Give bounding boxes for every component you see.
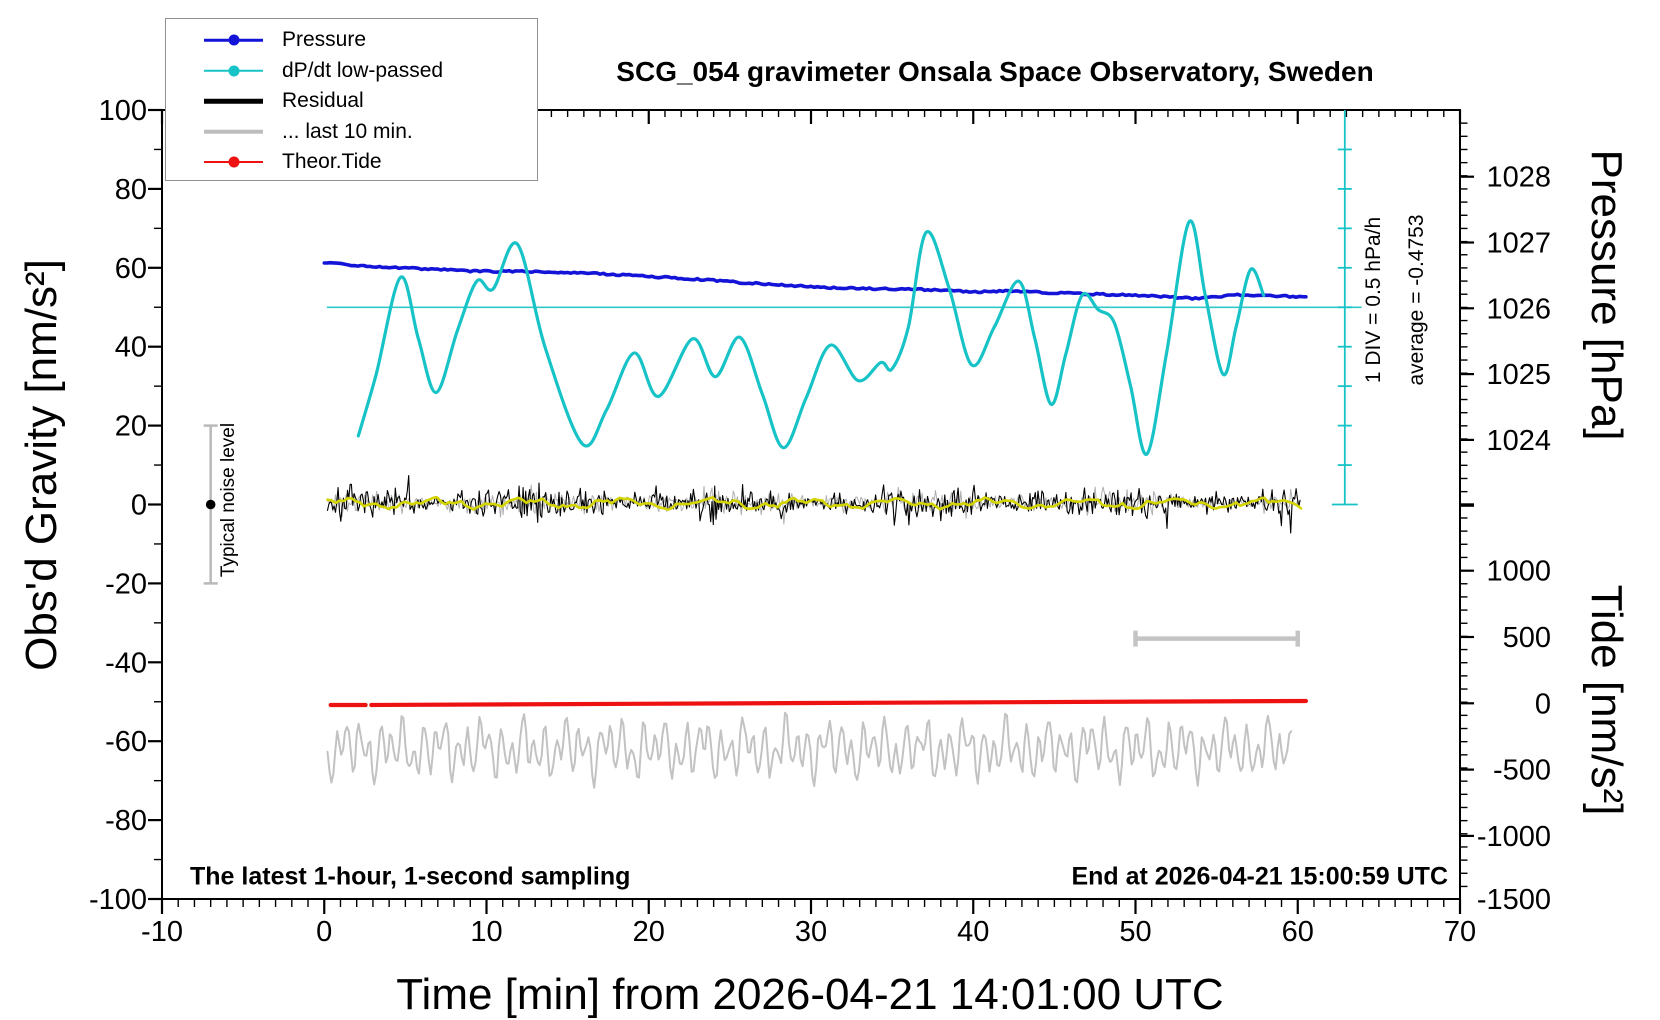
series-dpdt (356, 219, 1266, 456)
legend-item-theortide: Theor.Tide (166, 147, 537, 178)
noise-level-bar (203, 424, 218, 585)
last10-span-bar (1133, 630, 1300, 647)
sampling-note: The latest 1-hour, 1-second sampling (190, 862, 631, 891)
dpdt-line-swatch-icon (204, 56, 263, 87)
tide-axis-title: Tide [nm/s²] (1582, 584, 1631, 816)
pressure-tick-label: 1026 (1486, 293, 1551, 325)
tide-tick-label: 1000 (1486, 556, 1551, 588)
pressure-tick-label: 1024 (1486, 425, 1551, 457)
pressure-axis-title: Pressure [hPa] (1582, 149, 1631, 441)
legend-item-residual: Residual (166, 86, 537, 117)
series-pressure (322, 260, 1308, 301)
gravity-tick-label: -40 (105, 647, 147, 679)
legend-item-pressure: Pressure (166, 25, 537, 56)
tide-tick-label: -500 (1493, 755, 1551, 787)
tick-labels: -10 0 10 20 30 40 50 60 70-100-80-60-40-20020406… (89, 95, 1551, 948)
pressure-tick-label: 1025 (1486, 359, 1551, 391)
legend-item-label: Theor.Tide (282, 150, 382, 174)
noise-level-label: Typical noise level (218, 422, 239, 578)
x-tick-label: 70 (1444, 916, 1476, 948)
gravity-tick-label: 100 (99, 95, 147, 127)
tide-tick-label: -1000 (1477, 821, 1551, 853)
x-axis-title: Time [min] from 2026-04-21 14:01:00 UTC (396, 970, 1224, 1019)
dpdt-scale-bar (1331, 110, 1358, 506)
theortide-line-swatch-icon (204, 147, 263, 178)
gravity-tick-label: 20 (115, 411, 147, 443)
gravity-tick-label: 60 (115, 253, 147, 285)
left-axis-title: Obs'd Gravity [nm/s²] (17, 259, 66, 671)
gravity-tick-label: 80 (115, 174, 147, 206)
legend-item-last10: ... last 10 min. (166, 117, 537, 148)
chart-title: SCG_054 gravimeter Onsala Space Observat… (616, 56, 1374, 87)
x-tick-label: 30 (795, 916, 827, 948)
end-time-note: End at 2026-04-21 15:00:59 UTC (1071, 862, 1448, 891)
series-last10min (326, 711, 1293, 789)
series-residual-smoothed (326, 496, 1303, 511)
x-tick-label: 20 (633, 916, 665, 948)
tide-tick-label: 500 (1503, 622, 1551, 654)
tide-tick-label: 0 (1535, 688, 1551, 720)
x-tick-label: -10 (141, 916, 183, 948)
legend-item-label: Pressure (282, 28, 367, 52)
legend: Pressure dP/dt low-passed Residual ... l… (165, 18, 538, 181)
legend-item-label: Residual (282, 89, 364, 113)
series-theortide (369, 698, 1308, 708)
noise-level-dot (205, 499, 216, 510)
legend-item-dpdt: dP/dt low-passed (166, 56, 537, 87)
legend-item-label: ... last 10 min. (282, 119, 413, 143)
pressure-tick-label: 1028 (1486, 162, 1551, 194)
gravity-tick-label: -20 (105, 568, 147, 600)
gravity-tick-label: -80 (105, 805, 147, 837)
tide-tick-label: -1500 (1477, 884, 1551, 916)
legend-item-label: dP/dt low-passed (282, 58, 444, 82)
x-tick-label: 40 (957, 916, 989, 948)
x-tick-label: 10 (470, 916, 502, 948)
last10-line-swatch-icon (204, 117, 263, 148)
x-tick-label: 50 (1119, 916, 1151, 948)
pressure-tick-label: 1027 (1486, 228, 1551, 260)
x-tick-label: 60 (1282, 916, 1314, 948)
gravity-tick-label: -60 (105, 726, 147, 758)
gravity-tick-label: 40 (115, 332, 147, 364)
x-tick-label: 0 (316, 916, 332, 948)
dpdt-average-label: average = -0.4753 (1405, 214, 1428, 386)
gravity-tick-label: -100 (89, 884, 147, 916)
residual-line-swatch-icon (204, 86, 263, 117)
dpdt-scale-label: 1 DIV = 0.5 hPa/h (1362, 216, 1385, 384)
plot-area: -10 0 10 20 30 40 50 60 70-100-80-60-40-20020406… (89, 95, 1551, 948)
gravity-tick-label: 0 (131, 490, 147, 522)
axis-ticks (148, 108, 1474, 914)
pressure-line-swatch-icon (204, 25, 263, 56)
series-residual (326, 474, 1301, 534)
